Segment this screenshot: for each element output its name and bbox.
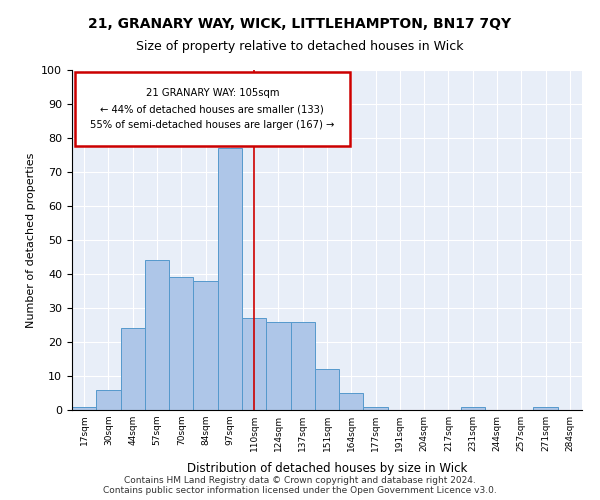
Bar <box>339 393 364 410</box>
Bar <box>290 322 315 410</box>
Bar <box>242 318 266 410</box>
Text: Size of property relative to detached houses in Wick: Size of property relative to detached ho… <box>136 40 464 53</box>
Text: Contains HM Land Registry data © Crown copyright and database right 2024.: Contains HM Land Registry data © Crown c… <box>124 476 476 485</box>
Text: Contains public sector information licensed under the Open Government Licence v3: Contains public sector information licen… <box>103 486 497 495</box>
Bar <box>145 260 169 410</box>
Bar <box>72 406 96 410</box>
Bar <box>266 322 290 410</box>
Bar <box>169 278 193 410</box>
Bar <box>364 406 388 410</box>
Y-axis label: Number of detached properties: Number of detached properties <box>26 152 36 328</box>
Bar <box>193 281 218 410</box>
Bar <box>461 406 485 410</box>
Text: 21 GRANARY WAY: 105sqm
← 44% of detached houses are smaller (133)
55% of semi-de: 21 GRANARY WAY: 105sqm ← 44% of detached… <box>90 88 334 130</box>
X-axis label: Distribution of detached houses by size in Wick: Distribution of detached houses by size … <box>187 462 467 475</box>
Bar <box>218 148 242 410</box>
Bar <box>533 406 558 410</box>
Bar <box>315 369 339 410</box>
Bar <box>121 328 145 410</box>
Text: 21, GRANARY WAY, WICK, LITTLEHAMPTON, BN17 7QY: 21, GRANARY WAY, WICK, LITTLEHAMPTON, BN… <box>88 18 512 32</box>
FancyBboxPatch shape <box>74 72 350 146</box>
Bar <box>96 390 121 410</box>
